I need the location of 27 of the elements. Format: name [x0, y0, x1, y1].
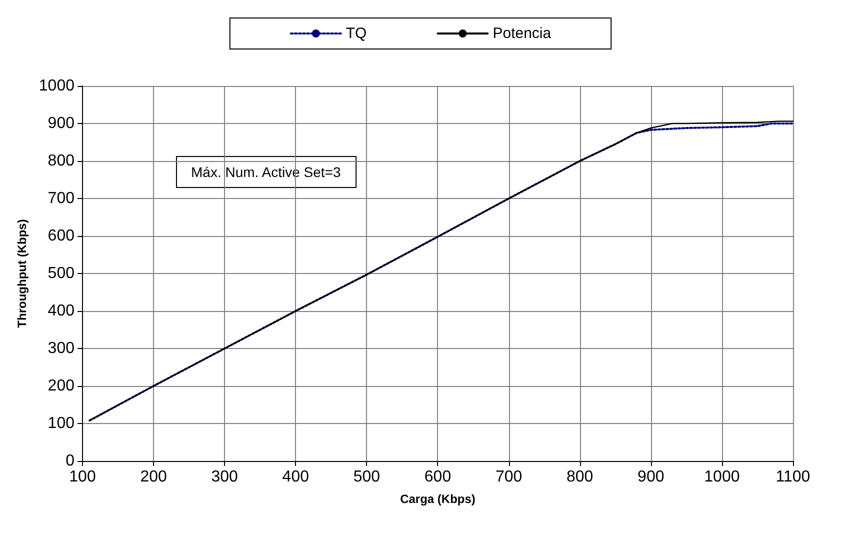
legend-label: Potencia	[492, 25, 552, 42]
y-tick-label: 200	[48, 378, 75, 394]
x-tick-label: 200	[140, 468, 167, 486]
x-axis-title: Carga (Kbps)	[400, 492, 476, 506]
y-tick-label: 400	[48, 302, 75, 320]
y-axis-title: Throughput (Kbps)	[15, 219, 29, 328]
y-tick-label: 500	[48, 265, 75, 282]
x-tick-label: 1100	[776, 468, 810, 486]
legend-label: TQ	[346, 25, 367, 42]
x-tick-label: 800	[566, 468, 594, 486]
x-tick-label: 700	[495, 468, 522, 486]
y-tick-label: 300	[48, 340, 75, 357]
annotation: Máx. Num. Active Set=3	[191, 164, 341, 180]
y-tick-label: 1000	[38, 78, 75, 94]
x-tick-label: 600	[424, 468, 452, 486]
x-tick-label: 900	[638, 468, 664, 486]
y-tick-label: 600	[48, 228, 75, 244]
x-tick-label: 300	[211, 468, 238, 486]
x-tick-label: 400	[282, 468, 310, 486]
y-tick-label: 100	[48, 415, 75, 432]
x-tick-label: 1000	[704, 468, 740, 486]
x-tick-label: 500	[353, 468, 380, 486]
y-tick-label: 800	[48, 152, 75, 170]
y-tick-label: 0	[66, 452, 75, 470]
y-tick-label: 700	[48, 190, 75, 207]
y-tick-label: 900	[48, 115, 75, 132]
x-tick-label: 100	[69, 468, 96, 486]
